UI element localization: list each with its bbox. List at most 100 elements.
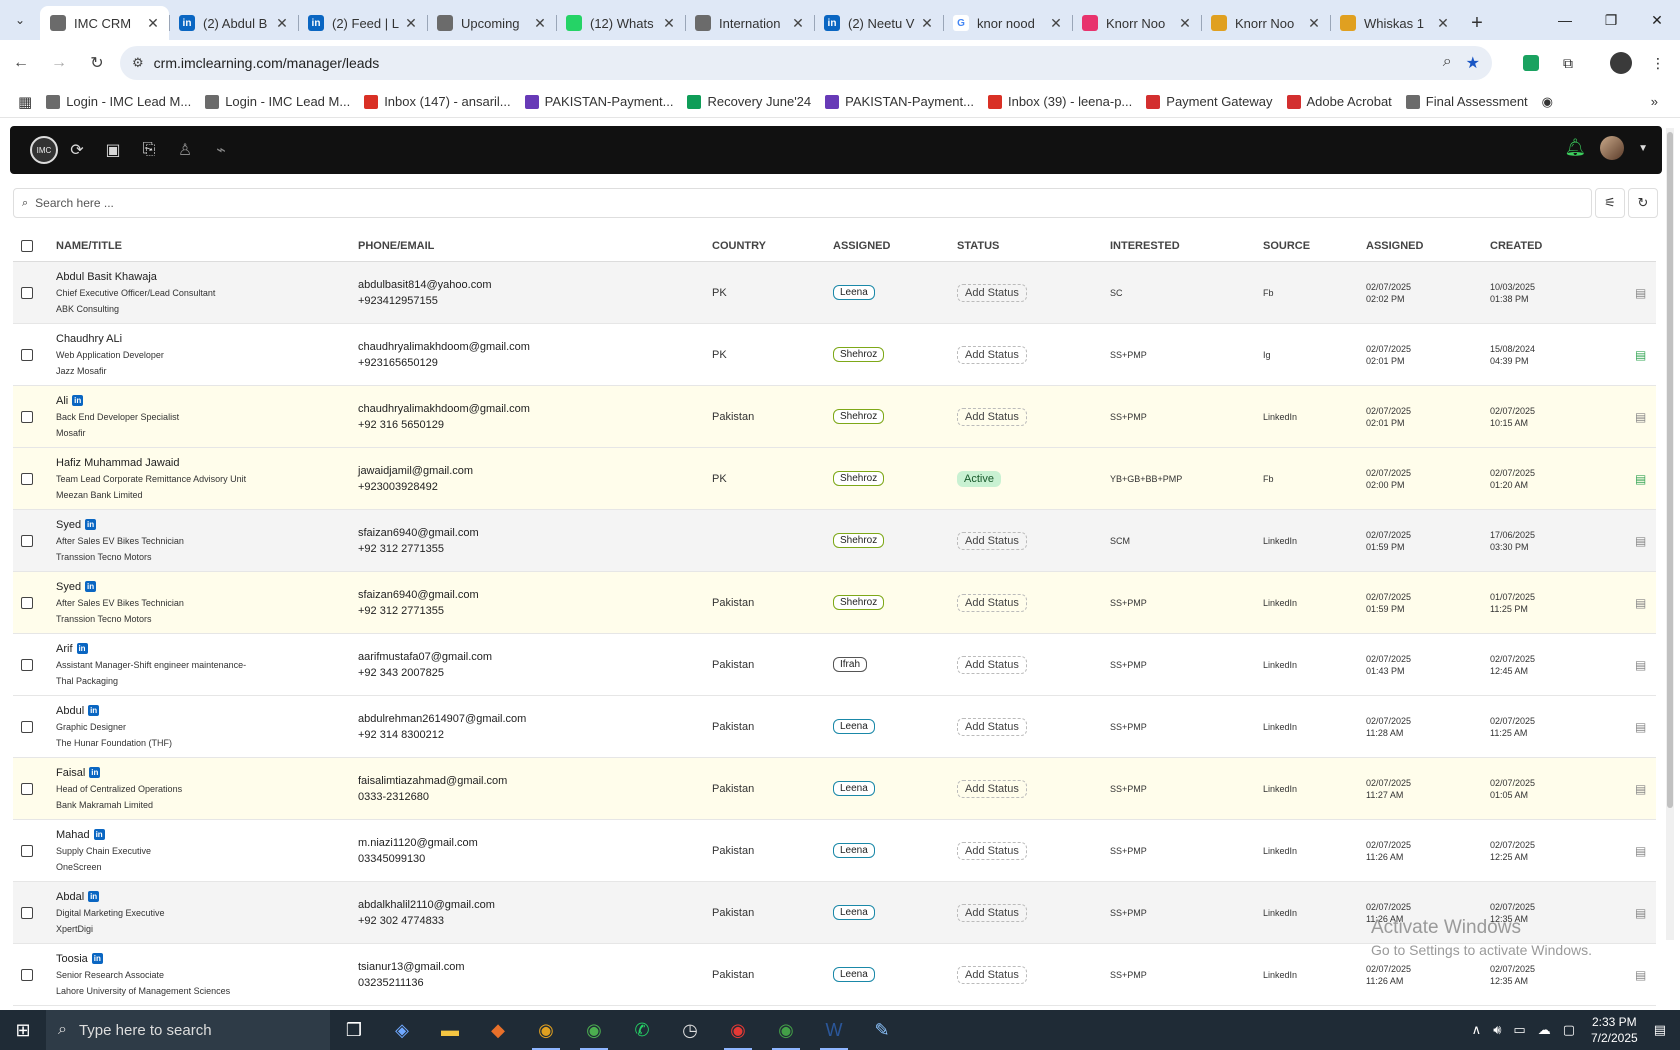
- column-assigned[interactable]: ASSIGNED: [833, 240, 891, 252]
- browser-tab[interactable]: Upcoming ✕: [427, 6, 556, 40]
- tab-search-icon[interactable]: ⌄: [14, 13, 26, 27]
- bookmark-item[interactable]: Inbox (39) - leena-p...: [987, 94, 1132, 109]
- close-tab-icon[interactable]: ✕: [147, 14, 159, 31]
- browser-tab[interactable]: IMC CRM ✕: [40, 6, 169, 40]
- column-country[interactable]: COUNTRY: [712, 240, 766, 252]
- back-icon[interactable]: ←: [13, 54, 29, 71]
- row-checkbox[interactable]: [21, 348, 33, 361]
- extension-icon[interactable]: [1516, 48, 1546, 78]
- document-icon[interactable]: ⎘: [142, 141, 156, 158]
- table-row[interactable]: Hafiz Muhammad Jawaid Team Lead Corporate…: [13, 448, 1656, 510]
- linkedin-icon[interactable]: in: [91, 953, 103, 964]
- chrome-icon[interactable]: ◉: [522, 1010, 570, 1050]
- lead-name[interactable]: Abdul Basit Khawaja: [56, 270, 157, 283]
- notes-document-icon[interactable]: ▤: [1635, 533, 1647, 548]
- bookmark-item[interactable]: Final Assessment: [1405, 94, 1528, 109]
- notes-document-icon[interactable]: ▤: [1635, 595, 1647, 610]
- browser-tab[interactable]: Whiskas 1 ✕: [1330, 6, 1459, 40]
- table-row[interactable]: Syed in After Sales EV Bikes Technician Tra…: [13, 572, 1656, 634]
- extensions-puzzle-icon[interactable]: ⧉: [1563, 54, 1573, 71]
- windows-start-icon[interactable]: ⊞: [15, 1019, 31, 1040]
- chrome-profile-icon[interactable]: ◉: [570, 1010, 618, 1050]
- status-badge[interactable]: Add Status: [957, 717, 1027, 736]
- row-checkbox[interactable]: [21, 782, 33, 795]
- close-tab-icon[interactable]: ✕: [1308, 14, 1320, 31]
- user-avatar[interactable]: [1600, 136, 1625, 160]
- assignee-badge[interactable]: Leena: [833, 967, 875, 982]
- lead-name[interactable]: Hafiz Muhammad Jawaid: [56, 456, 180, 469]
- page-scrollbar[interactable]: [1666, 128, 1674, 940]
- assignee-badge[interactable]: Shehroz: [833, 471, 885, 486]
- notes-document-icon[interactable]: ▤: [1635, 285, 1647, 300]
- bookmark-item[interactable]: Login - IMC Lead M...: [46, 94, 191, 109]
- filter-button[interactable]: ⚟: [1595, 188, 1625, 218]
- network-icon[interactable]: ▭: [1513, 1022, 1526, 1037]
- bookmark-star-icon[interactable]: ★: [1465, 55, 1480, 72]
- assignee-badge[interactable]: Shehroz: [833, 533, 885, 548]
- linkedin-icon[interactable]: in: [76, 643, 88, 654]
- select-all-checkbox[interactable]: [21, 240, 33, 252]
- assignee-badge[interactable]: Shehroz: [833, 595, 885, 610]
- status-badge[interactable]: Add Status: [957, 903, 1027, 922]
- task-view-icon[interactable]: ❒: [345, 1019, 363, 1040]
- status-badge[interactable]: Add Status: [957, 965, 1027, 984]
- table-row[interactable]: Abdal in Digital Marketing Executive XpertD…: [13, 882, 1656, 944]
- assignee-badge[interactable]: Shehroz: [833, 409, 885, 424]
- table-row[interactable]: Abdul in Graphic Designer The Hunar Foundat…: [13, 696, 1656, 758]
- row-checkbox[interactable]: [21, 658, 33, 671]
- assignee-badge[interactable]: Leena: [833, 285, 875, 300]
- activity-icon[interactable]: ⌁: [216, 142, 226, 159]
- word-icon[interactable]: W: [810, 1010, 858, 1050]
- chrome-profile-3-icon[interactable]: ◉: [762, 1010, 810, 1050]
- close-tab-icon[interactable]: ✕: [921, 14, 933, 31]
- close-window-icon[interactable]: ✕: [1651, 11, 1663, 28]
- lead-name[interactable]: Arif: [56, 642, 73, 655]
- column-name[interactable]: NAME/TITLE: [56, 240, 122, 252]
- notepad-icon[interactable]: ✎: [874, 1019, 890, 1040]
- minimize-icon[interactable]: —: [1558, 12, 1572, 28]
- status-badge[interactable]: Add Status: [957, 345, 1027, 364]
- linkedin-icon[interactable]: in: [93, 829, 105, 840]
- notes-document-icon[interactable]: ▤: [1635, 471, 1647, 486]
- apps-grid-icon[interactable]: ▦: [18, 93, 33, 111]
- more-bookmarks-icon[interactable]: »: [1650, 94, 1658, 109]
- clock-app-icon[interactable]: ◷: [682, 1019, 698, 1040]
- notes-document-icon[interactable]: ▤: [1635, 843, 1647, 858]
- browser-menu-icon[interactable]: ⋮: [1651, 54, 1665, 71]
- site-settings-icon[interactable]: ⚙: [132, 55, 144, 70]
- column-assigned-date[interactable]: ASSIGNED: [1366, 240, 1424, 252]
- assignee-badge[interactable]: Leena: [833, 719, 875, 734]
- close-tab-icon[interactable]: ✕: [1050, 14, 1062, 31]
- refresh-leads-icon[interactable]: ⟳: [70, 142, 84, 159]
- status-badge[interactable]: Add Status: [957, 779, 1027, 798]
- close-tab-icon[interactable]: ✕: [1179, 14, 1191, 31]
- table-row[interactable]: Mahad in Supply Chain Executive OneScreen m.…: [13, 820, 1656, 882]
- notes-document-icon[interactable]: ▤: [1635, 781, 1647, 796]
- status-badge[interactable]: Add Status: [957, 531, 1027, 550]
- bookmark-item[interactable]: PAKISTAN-Payment...: [524, 94, 673, 109]
- linkedin-icon[interactable]: in: [85, 519, 97, 530]
- assignee-badge[interactable]: Leena: [833, 905, 875, 920]
- restore-icon[interactable]: ❐: [1604, 11, 1618, 28]
- bookmark-item[interactable]: Adobe Acrobat: [1286, 94, 1392, 109]
- status-badge[interactable]: Add Status: [957, 407, 1027, 426]
- row-checkbox[interactable]: [21, 286, 33, 299]
- column-contact[interactable]: PHONE/EMAIL: [358, 240, 435, 252]
- lead-name[interactable]: Toosia: [56, 952, 88, 965]
- linkedin-icon[interactable]: in: [72, 395, 84, 406]
- notes-document-icon[interactable]: ▤: [1635, 719, 1647, 734]
- table-row[interactable]: Abdul Basit Khawaja Chief Executive Offic…: [13, 262, 1656, 324]
- table-row[interactable]: Toosia in Senior Research Associate Lahore …: [13, 944, 1656, 1006]
- column-status[interactable]: STATUS: [957, 240, 1000, 252]
- status-badge[interactable]: Active: [957, 470, 1001, 487]
- row-checkbox[interactable]: [21, 596, 33, 609]
- forward-icon[interactable]: →: [51, 54, 67, 71]
- profile-avatar[interactable]: [1606, 48, 1636, 78]
- column-interested[interactable]: INTERESTED: [1110, 240, 1180, 252]
- notes-document-icon[interactable]: ▤: [1635, 657, 1647, 672]
- row-checkbox[interactable]: [21, 534, 33, 547]
- lead-name[interactable]: Syed: [56, 580, 82, 593]
- browser-tab[interactable]: in (2) Abdul B ✕: [169, 6, 298, 40]
- chrome-profile-2-icon[interactable]: ◉: [714, 1010, 762, 1050]
- column-source[interactable]: SOURCE: [1263, 240, 1311, 252]
